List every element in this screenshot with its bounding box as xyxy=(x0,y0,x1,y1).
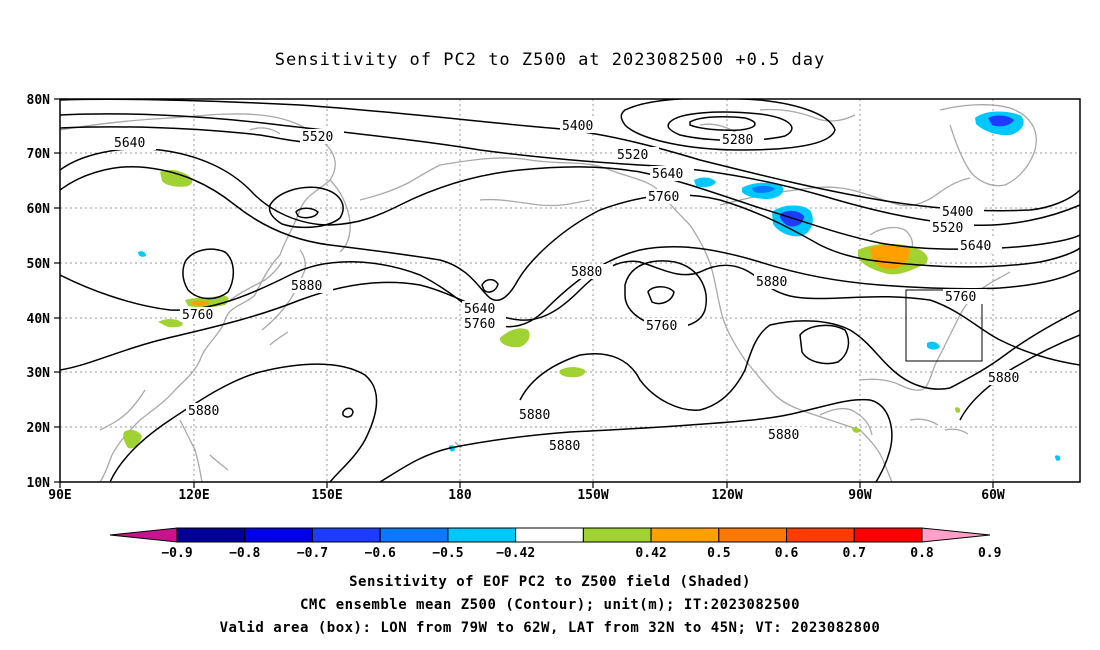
shade-green-8 xyxy=(852,427,860,433)
contour-label: 5760 xyxy=(648,190,679,205)
colorbar-tick-label: 0.6 xyxy=(775,546,799,561)
colorbar-cell xyxy=(379,527,449,543)
contour-label: 5880 xyxy=(756,275,787,290)
colorbar-cell xyxy=(786,527,855,543)
shade-green-9 xyxy=(955,407,961,413)
contour-label: 5400 xyxy=(562,119,593,134)
shade-green-4 xyxy=(500,328,530,348)
colorbar-tick-label: 0.5 xyxy=(707,546,730,561)
contour-label: 5640 xyxy=(464,302,495,317)
shade-green-1 xyxy=(160,169,193,187)
shade-green-2 xyxy=(158,319,183,328)
caption-line-2: CMC ensemble mean Z500 (Contour); unit(m… xyxy=(299,597,800,613)
contour-label: 5880 xyxy=(549,439,580,454)
contour-label: 5400 xyxy=(942,205,973,220)
lon-label: 120W xyxy=(711,488,742,503)
lon-label: 90W xyxy=(848,488,872,503)
colorbar-cell xyxy=(244,527,313,543)
colorbar-cell xyxy=(650,527,720,543)
contour-label: 5760 xyxy=(464,317,495,332)
lon-label: 60W xyxy=(981,488,1005,503)
colorbar-min-triangle xyxy=(109,527,178,543)
colorbar-cell xyxy=(718,527,788,543)
colorbar-cell xyxy=(515,527,584,543)
contour-label: 5880 xyxy=(188,404,219,419)
contour-label: 5640 xyxy=(652,167,683,182)
contour-label: 5880 xyxy=(571,265,602,280)
caption-line-3: Valid area (box): LON from 79W to 62W, L… xyxy=(219,620,881,636)
colorbar-tick-label: −0.9 xyxy=(161,546,192,561)
contour-label: 5880 xyxy=(291,279,322,294)
lat-label: 40N xyxy=(27,312,51,327)
colorbar-cell xyxy=(853,527,923,543)
colorbar-tick-label: 0.8 xyxy=(910,546,934,561)
colorbar-cell xyxy=(582,527,652,543)
colorbar-tick-label: 0.7 xyxy=(843,546,866,561)
contour-label: 5280 xyxy=(722,133,753,148)
lon-label: 90E xyxy=(48,488,71,503)
map-frame xyxy=(59,98,1081,483)
lat-label: 80N xyxy=(27,93,51,108)
lon-label: 150W xyxy=(577,488,608,503)
lat-label: 70N xyxy=(27,147,51,162)
colorbar-tick-label: 0.42 xyxy=(635,546,666,561)
lat-label: 60N xyxy=(27,202,51,217)
lat-label: 10N xyxy=(27,476,51,491)
colorbar: −0.9 −0.8 −0.7 −0.6 −0.5 −0.42 0.42 0.5 0.6 0.7 0.… xyxy=(109,527,1001,561)
axis-ticks xyxy=(54,98,994,488)
shade-cyan-6 xyxy=(138,251,146,257)
colorbar-cell xyxy=(447,527,517,543)
sensitivity-shading xyxy=(123,111,1061,461)
contour-label: 5880 xyxy=(988,371,1019,386)
shade-green-6 xyxy=(123,429,142,449)
contour-label: 5760 xyxy=(945,290,976,305)
shade-green-3 xyxy=(185,295,229,308)
lon-label: 150E xyxy=(311,488,342,503)
lon-label: 180 xyxy=(448,488,472,503)
lat-label: 50N xyxy=(27,257,51,272)
shade-blue-2 xyxy=(752,185,775,193)
colorbar-tick-label: −0.6 xyxy=(365,546,396,561)
contour-label: 5880 xyxy=(519,408,550,423)
contour-label: 5520 xyxy=(932,221,963,236)
shade-blue-4 xyxy=(988,115,1014,127)
lon-label: 120E xyxy=(178,488,209,503)
shade-green-5 xyxy=(559,367,586,378)
contour-label: 5520 xyxy=(302,130,333,145)
colorbar-max-triangle xyxy=(921,527,991,543)
colorbar-tick-label: −0.8 xyxy=(229,546,260,561)
z500-contours xyxy=(60,99,1080,482)
shade-cyan-8 xyxy=(1055,455,1061,461)
contour-label: 5760 xyxy=(646,319,677,334)
lat-label: 20N xyxy=(27,421,51,436)
colorbar-tick-label: 0.9 xyxy=(978,546,1001,561)
colorbar-tick-label: −0.42 xyxy=(496,546,535,561)
colorbar-tick-label: −0.7 xyxy=(297,546,328,561)
shade-cyan-1 xyxy=(694,177,716,188)
lat-labels: 80N 70N 60N 50N 40N 30N 20N 10N xyxy=(27,93,51,491)
contour-label-layer: 5640 5520 5400 5520 5280 5640 5760 5400 … xyxy=(112,118,1030,454)
colorbar-cell xyxy=(176,527,246,543)
contour-label: 5640 xyxy=(114,136,145,151)
lat-label: 30N xyxy=(27,366,51,381)
colorbar-tick-label: −0.5 xyxy=(432,546,463,561)
lon-labels: 90E 120E 150E 180 150W 120W 90W 60W xyxy=(48,488,1005,503)
contour-label: 5640 xyxy=(960,239,991,254)
contour-label: 5520 xyxy=(617,148,648,163)
caption-line-1: Sensitivity of EOF PC2 to Z500 field (Sh… xyxy=(349,574,751,590)
map-plot-area: 5640 5520 5400 5520 5280 5640 5760 5400 … xyxy=(60,99,1080,482)
plot-title: Sensitivity of PC2 to Z500 at 2023082500… xyxy=(274,50,826,70)
contour-label: 5760 xyxy=(182,308,213,323)
shade-cyan-5 xyxy=(927,341,940,350)
colorbar-cell xyxy=(311,527,381,543)
contour-label: 5880 xyxy=(768,428,799,443)
shade-orange-1 xyxy=(192,300,210,306)
